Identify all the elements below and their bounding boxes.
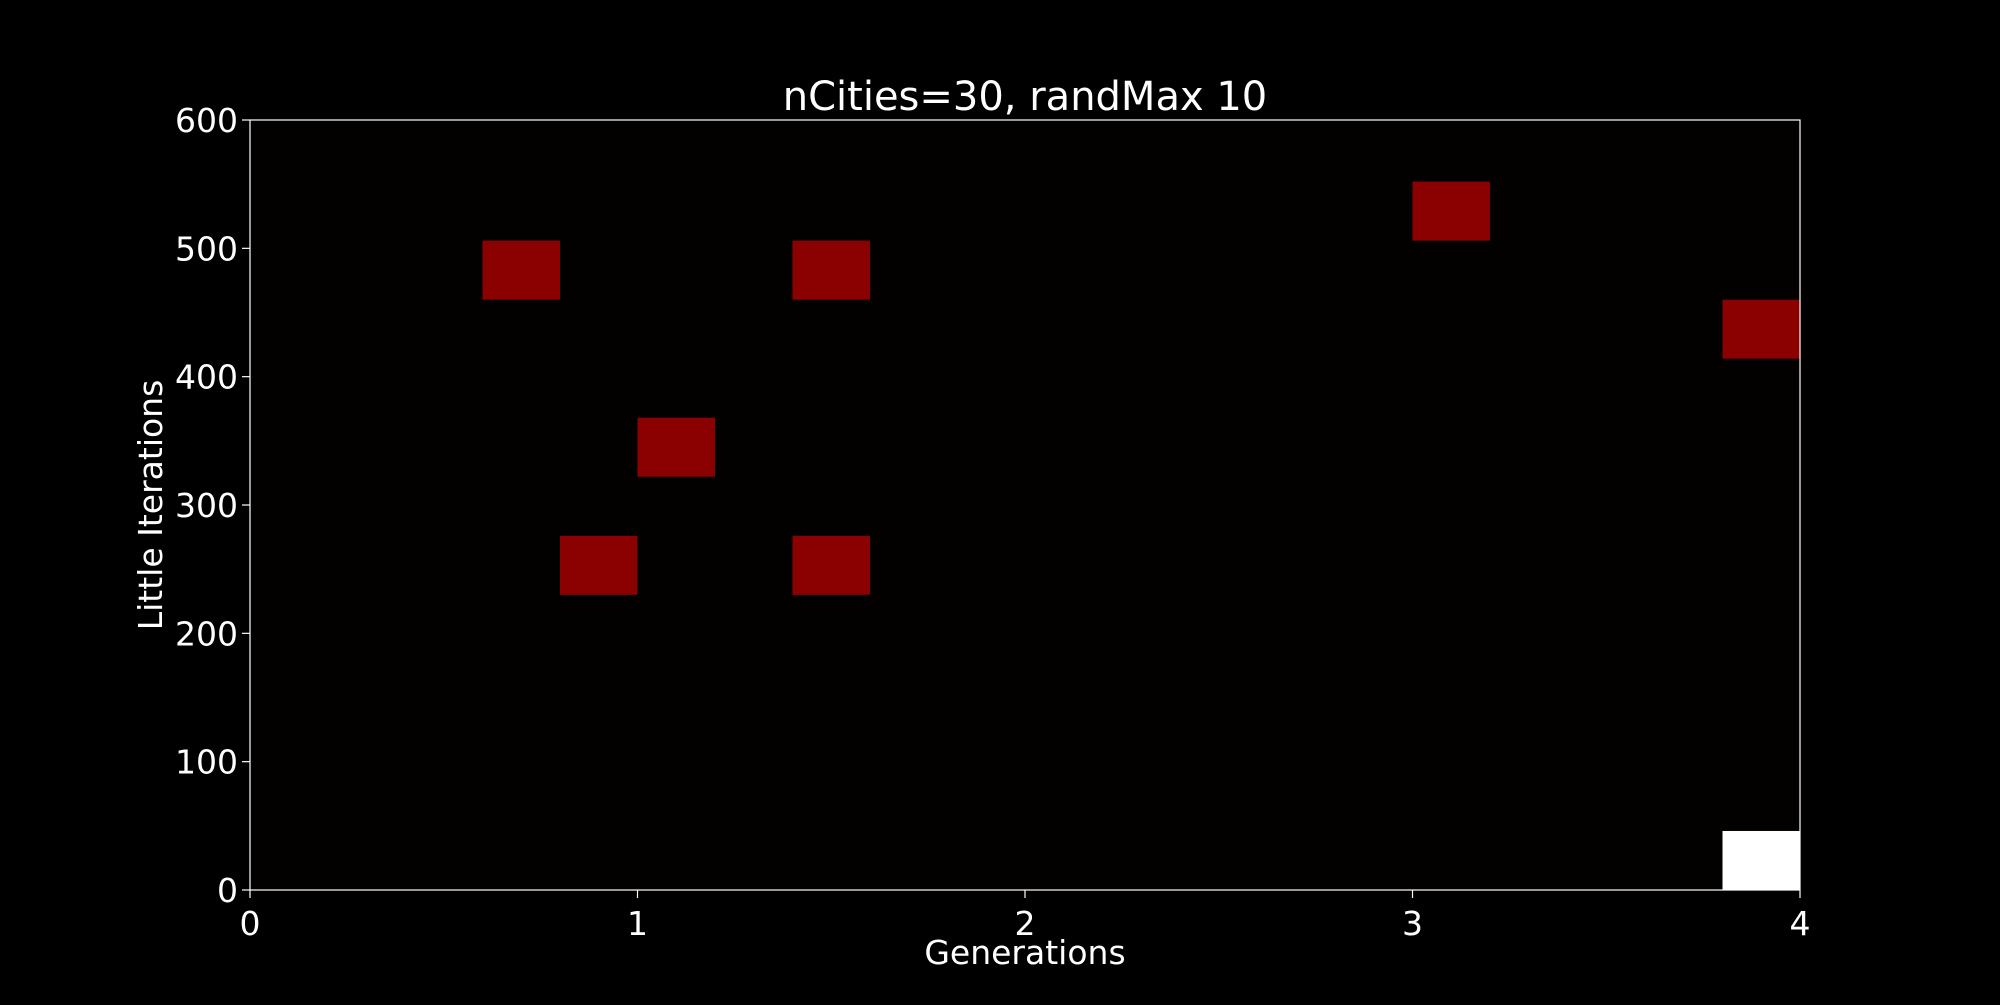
chart-title: nCities=30, randMax 10 bbox=[783, 74, 1268, 120]
x-tick-label: 0 bbox=[240, 904, 261, 943]
x-axis-label: Generations bbox=[924, 933, 1125, 972]
x-tick-label: 4 bbox=[1790, 904, 1811, 943]
y-tick-label: 300 bbox=[175, 486, 238, 525]
y-tick-label: 200 bbox=[175, 614, 238, 653]
heatmap-cell-1 bbox=[792, 240, 870, 300]
plot-area bbox=[250, 120, 1800, 890]
y-axis-ticks: 0 100 200 300 400 500 600 bbox=[175, 101, 250, 910]
x-tick-label: 1 bbox=[627, 904, 648, 943]
heatmap-cell-5 bbox=[560, 535, 638, 595]
y-tick-label: 100 bbox=[175, 743, 238, 782]
x-axis-ticks: 0 1 2 3 4 bbox=[240, 890, 1811, 943]
heatmap-cell-0 bbox=[482, 240, 560, 300]
heatmap-cells bbox=[482, 181, 1800, 890]
x-tick-label: 2 bbox=[1015, 904, 1036, 943]
y-tick-label: 0 bbox=[217, 871, 238, 910]
heatmap-cell-4 bbox=[637, 417, 715, 477]
y-tick-label: 400 bbox=[175, 358, 238, 397]
heatmap-cell-6 bbox=[792, 535, 870, 595]
y-axis-label: Little Iterations bbox=[131, 380, 170, 631]
y-tick-label: 600 bbox=[175, 101, 238, 140]
heatmap-cell-7 bbox=[1722, 830, 1800, 890]
y-tick-label: 500 bbox=[175, 229, 238, 268]
heatmap-cell-2 bbox=[1412, 181, 1490, 241]
heatmap-cell-3 bbox=[1722, 299, 1800, 359]
x-tick-label: 3 bbox=[1402, 904, 1423, 943]
